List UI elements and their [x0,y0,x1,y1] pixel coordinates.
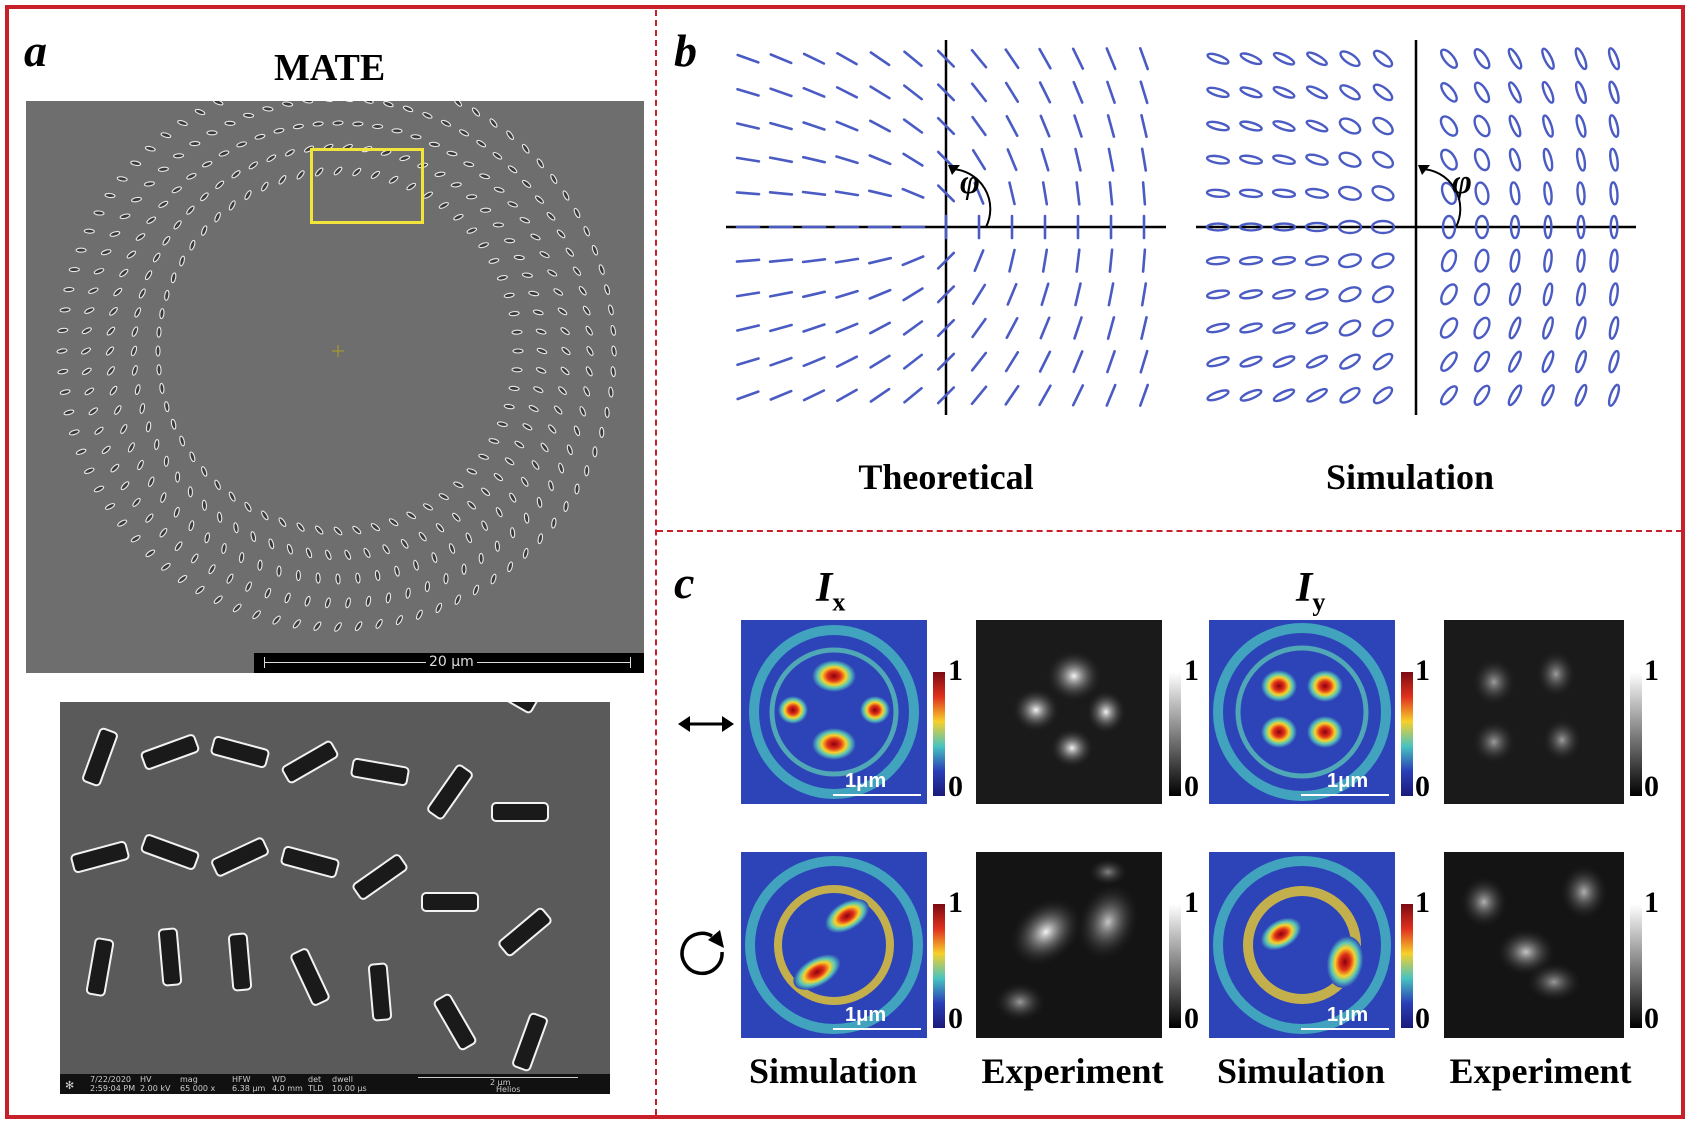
helios-logo-icon: ✻ [65,1079,75,1092]
sem-overview-image: 20 μm [26,101,644,673]
cbar-min: 0 [948,770,963,803]
cbar-max: 1 [1644,886,1659,919]
simulation-polarization-map [1196,40,1636,415]
caption-theoretical: Theoretical [858,457,1034,497]
cbar-max: 1 [948,886,963,919]
colorbar-gray-4 [1630,904,1642,1028]
cbar-min: 0 [1184,1002,1199,1035]
info-mag: 65 000 x [180,1084,216,1093]
info-hv: 2.00 kV [140,1084,171,1093]
sim-ix-linear: 1μm [741,620,927,804]
cbar-min: 0 [1415,1002,1430,1035]
info-wd-label: WD [272,1075,287,1084]
info-scale: 2 μm [490,1078,511,1087]
exp-ix-linear [976,620,1162,804]
label-iy: Iy [1296,565,1326,617]
sem-zoom-image: ✻ 7/22/2020 2:59:04 PM HV 2.00 kV mag 65… [60,702,610,1094]
info-dwell: 10.00 μs [332,1084,367,1093]
colorbar-gray-1 [1169,672,1181,796]
info-date: 7/22/2020 [90,1075,132,1084]
info-hfw-label: HFW [232,1075,251,1084]
info-time: 2:59:04 PM [90,1084,136,1093]
colorbar-jet-4 [1401,904,1413,1028]
caption-c-exp-2: Experiment [1449,1051,1632,1091]
divider-vertical [655,10,657,1115]
panel-a-title: MATE [274,47,386,89]
cbar-min: 0 [1184,770,1199,803]
cbar-min: 0 [948,1002,963,1035]
theoretical-polarization-map [726,40,1166,415]
cbar-min: 0 [1415,770,1430,803]
phi-label-theory: φ [960,164,980,201]
exp-ix-circular [976,852,1162,1038]
scale-bar: 20 μm [254,653,644,673]
sim-ix-circular: 1μm [741,852,927,1038]
cbar-min: 0 [1644,770,1659,803]
info-hv-label: HV [140,1075,152,1084]
cbar-max: 1 [1415,654,1430,687]
sim-iy-linear: 1μm [1209,620,1395,804]
info-hfw: 6.38 μm [232,1084,266,1093]
caption-c-sim-2: Simulation [1216,1051,1386,1091]
info-det-label: det [308,1075,322,1084]
info-wd: 4.0 mm [272,1084,303,1093]
colorbar-gray-3 [1169,904,1181,1028]
double-arrow-icon [678,716,734,732]
caption-c-exp-1: Experiment [981,1051,1164,1091]
colorbar-jet-3 [933,904,945,1028]
info-brand: Helios [496,1085,521,1094]
info-dwell-label: dwell [332,1075,353,1084]
cbar-max: 1 [948,654,963,687]
colorbar-jet-1 [933,672,945,796]
figure-frame [5,5,1685,1119]
cbar-max: 1 [1184,886,1199,919]
exp-iy-circular [1444,852,1624,1038]
colorbar-jet-2 [1401,672,1413,796]
caption-simulation: Simulation [1325,457,1495,497]
panel-c-letter: c [674,557,695,608]
sem-nanostructures [70,702,552,1072]
cbar-max: 1 [1415,886,1430,919]
cbar-max: 1 [1184,654,1199,687]
cbar-max: 1 [1644,654,1659,687]
scale-bar-label: 20 μm [426,654,477,670]
label-ix: Ix [816,565,846,617]
info-det: TLD [308,1084,324,1093]
info-mag-label: mag [180,1075,198,1084]
phi-label-sim: φ [1452,164,1472,201]
circular-arrow-icon [680,930,724,976]
sim-iy-circular: 1μm [1209,852,1395,1038]
sem-info-strip: ✻ 7/22/2020 2:59:04 PM HV 2.00 kV mag 65… [60,1074,610,1094]
panel-a-letter: a [24,25,47,76]
divider-horizontal [657,530,1682,532]
caption-c-sim-1: Simulation [748,1051,918,1091]
colorbar-gray-2 [1630,672,1642,796]
cbar-min: 0 [1644,1002,1659,1035]
zoom-region-box [310,148,424,224]
panel-b-letter: b [674,25,697,76]
exp-iy-linear [1444,620,1624,804]
